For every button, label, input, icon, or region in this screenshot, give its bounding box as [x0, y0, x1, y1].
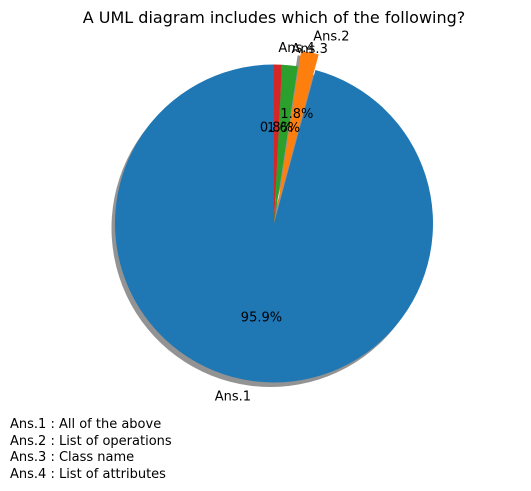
- pct-label-ans-2: 1.8%: [280, 107, 313, 122]
- pie-slices: [114, 50, 434, 383]
- slice-label-ans-3: Ans.3: [292, 42, 328, 57]
- pie-slice-ans-2: [277, 50, 319, 208]
- pie-labels: Ans.1 95.9% Ans.2 1.8% Ans.3 1.6% Ans.4 0.8%: [215, 29, 350, 404]
- slice-label-ans-2: Ans.2: [313, 29, 349, 44]
- legend-note-2: Ans.2 : List of operations: [10, 433, 172, 449]
- slice-label-ans-4: Ans.4: [278, 41, 314, 56]
- pie-slice-ans-4: [274, 64, 282, 224]
- pie-slice-ans-3: [274, 64, 298, 224]
- legend-note-1: Ans.1 : All of the above: [10, 417, 162, 432]
- chart-title: A UML diagram includes which of the foll…: [83, 8, 466, 27]
- legend-notes: Ans.1 : All of the above Ans.2 : List of…: [10, 417, 172, 483]
- pct-label-ans-3: 1.6%: [267, 121, 300, 136]
- slice-label-ans-1: Ans.1: [215, 389, 251, 404]
- pct-label-ans-4: 0.8%: [260, 121, 293, 136]
- legend-note-4: Ans.4 : List of attributes: [10, 466, 166, 482]
- legend-note-3: Ans.3 : Class name: [10, 450, 135, 465]
- pct-label-ans-1: 95.9%: [241, 311, 282, 326]
